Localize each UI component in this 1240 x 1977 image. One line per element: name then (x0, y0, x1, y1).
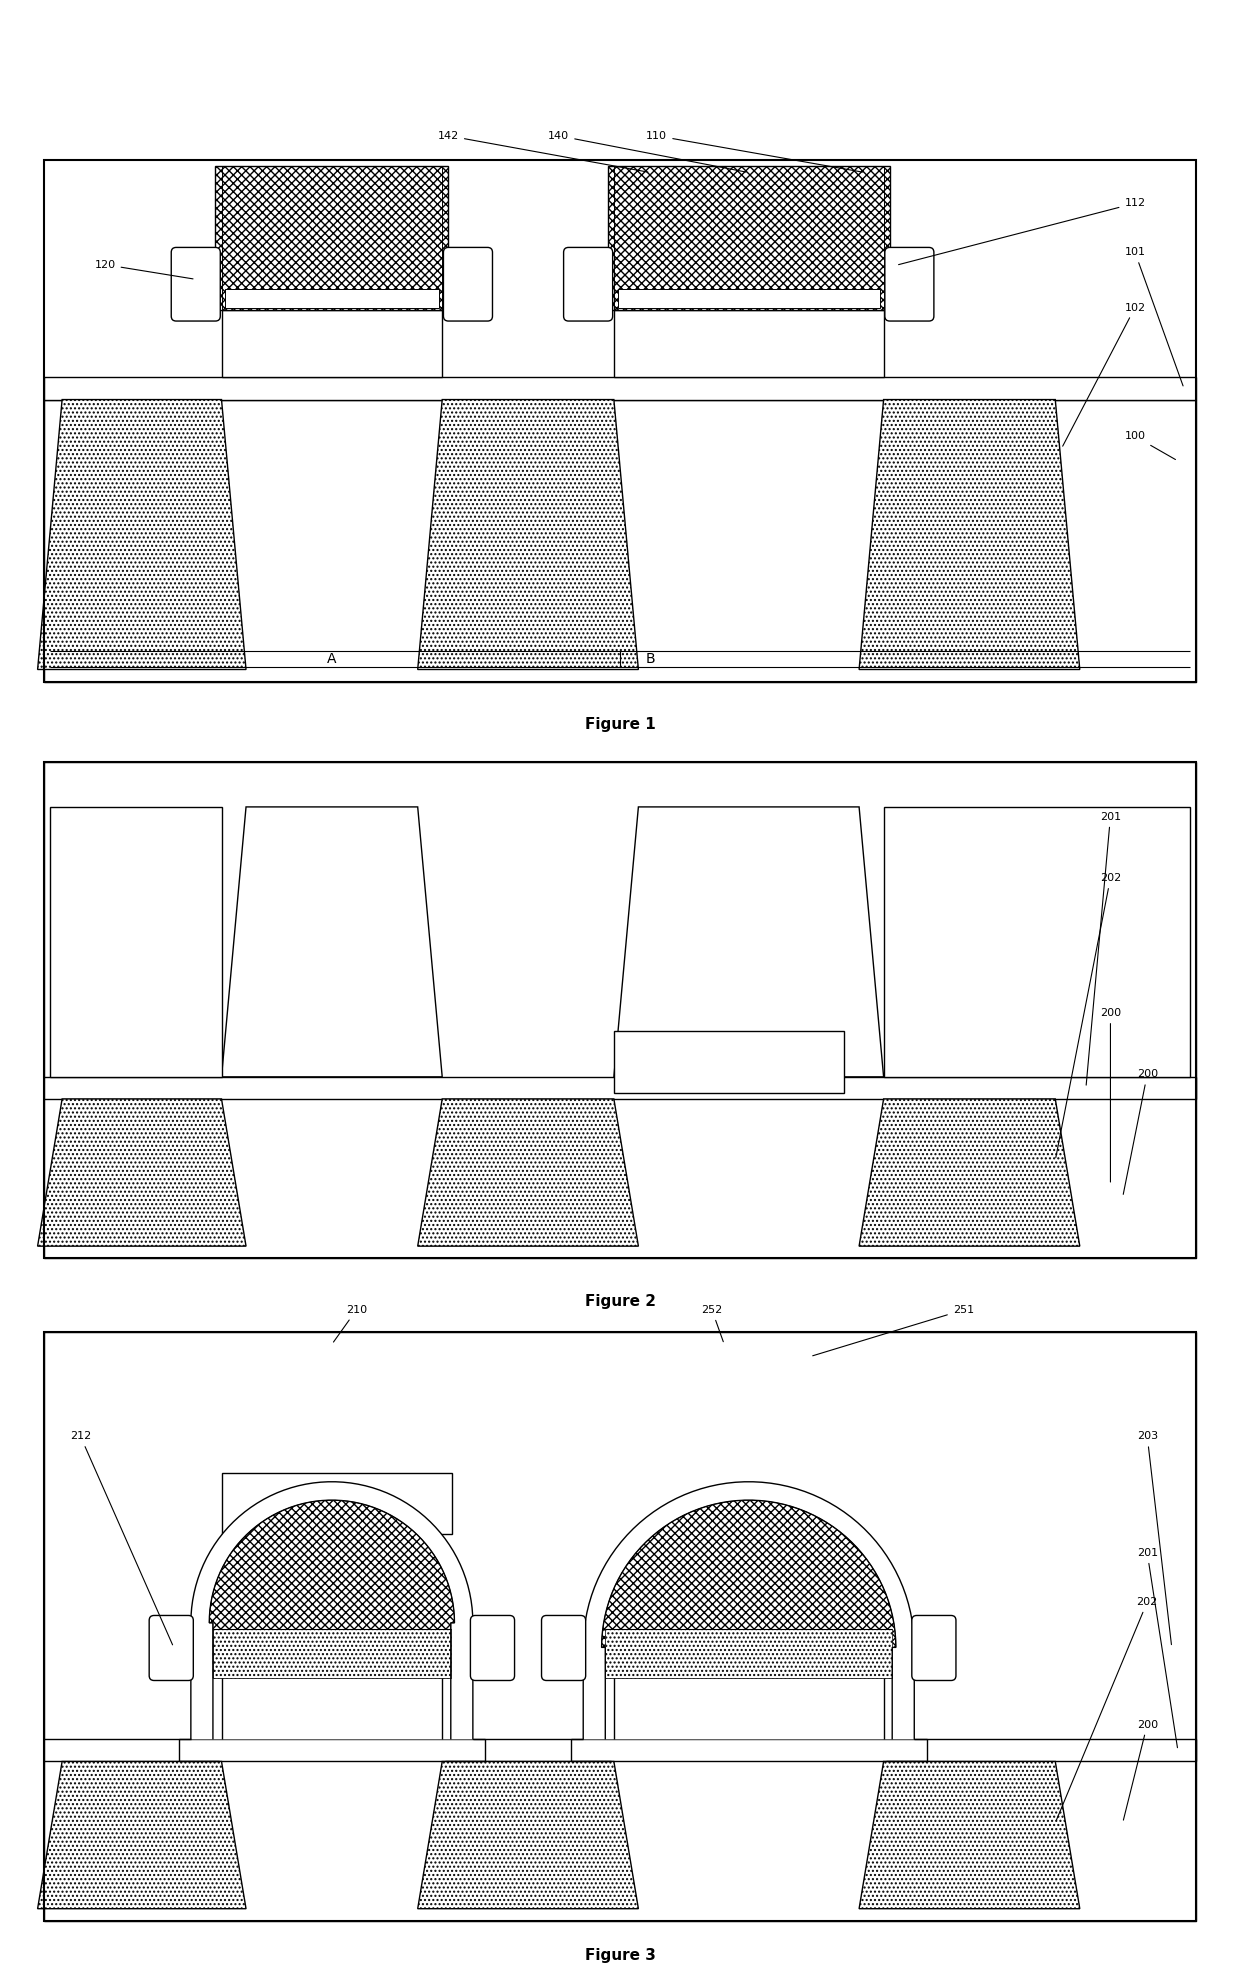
Polygon shape (37, 1762, 246, 1908)
Bar (608, 166, 890, 310)
Text: 252: 252 (702, 1305, 723, 1342)
Polygon shape (213, 1629, 451, 1678)
FancyBboxPatch shape (564, 247, 613, 320)
Polygon shape (37, 1099, 246, 1246)
Text: 251: 251 (812, 1305, 973, 1356)
Text: 201: 201 (1137, 1548, 1178, 1748)
Text: 200: 200 (1123, 1070, 1158, 1194)
FancyBboxPatch shape (444, 247, 492, 320)
Text: Figure 2: Figure 2 (584, 1293, 656, 1309)
Bar (614, 310, 884, 378)
Text: Figure 3: Figure 3 (584, 1947, 656, 1963)
Polygon shape (859, 399, 1080, 670)
Text: A: A (327, 652, 336, 666)
Text: 110: 110 (646, 130, 863, 172)
Text: 101: 101 (1125, 247, 1183, 386)
Polygon shape (605, 1629, 893, 1678)
Bar (216, 166, 449, 310)
Polygon shape (884, 807, 1190, 1077)
Bar (614, 1032, 844, 1093)
FancyBboxPatch shape (171, 247, 221, 320)
Polygon shape (222, 807, 443, 1077)
Text: 140: 140 (548, 130, 746, 172)
Polygon shape (418, 399, 639, 670)
Text: 210: 210 (334, 1305, 367, 1342)
Polygon shape (859, 1099, 1080, 1246)
FancyBboxPatch shape (911, 1615, 956, 1680)
Text: 203: 203 (1137, 1431, 1172, 1645)
Text: 200: 200 (1123, 1720, 1158, 1821)
FancyBboxPatch shape (542, 1615, 585, 1680)
Polygon shape (191, 1483, 472, 1740)
Bar (43, 761, 1197, 1259)
Text: 100: 100 (1125, 431, 1176, 459)
Polygon shape (614, 807, 884, 1077)
Bar (222, 166, 443, 310)
Bar (43, 399, 1197, 682)
Bar (43, 761, 1197, 1259)
Bar (43, 378, 1197, 399)
Bar (43, 1740, 1197, 1762)
FancyBboxPatch shape (149, 1615, 193, 1680)
Polygon shape (50, 807, 222, 1077)
Bar (614, 166, 884, 310)
Text: 202: 202 (1056, 1597, 1158, 1821)
Polygon shape (418, 1762, 639, 1908)
Bar (226, 289, 439, 308)
Text: 202: 202 (1055, 874, 1121, 1159)
Polygon shape (601, 1501, 895, 1678)
Bar (43, 1077, 1197, 1099)
Polygon shape (210, 1501, 455, 1678)
Polygon shape (859, 1762, 1080, 1908)
Bar (43, 1332, 1197, 1922)
Text: 112: 112 (899, 198, 1146, 265)
Polygon shape (418, 1099, 639, 1246)
Bar (222, 1473, 453, 1534)
Text: 142: 142 (438, 130, 649, 172)
Bar (43, 1332, 1197, 1922)
FancyBboxPatch shape (470, 1615, 515, 1680)
Bar (43, 160, 1197, 682)
Polygon shape (37, 399, 246, 670)
FancyBboxPatch shape (885, 247, 934, 320)
Text: 201: 201 (1086, 813, 1121, 1085)
Text: 120: 120 (94, 259, 193, 279)
Text: 212: 212 (69, 1431, 172, 1645)
Text: 200: 200 (1100, 1008, 1121, 1182)
Bar (618, 289, 880, 308)
Text: Figure 1: Figure 1 (584, 718, 656, 731)
Bar (222, 310, 443, 378)
Text: B: B (646, 652, 656, 666)
Text: 102: 102 (1063, 302, 1146, 447)
Polygon shape (583, 1483, 914, 1740)
